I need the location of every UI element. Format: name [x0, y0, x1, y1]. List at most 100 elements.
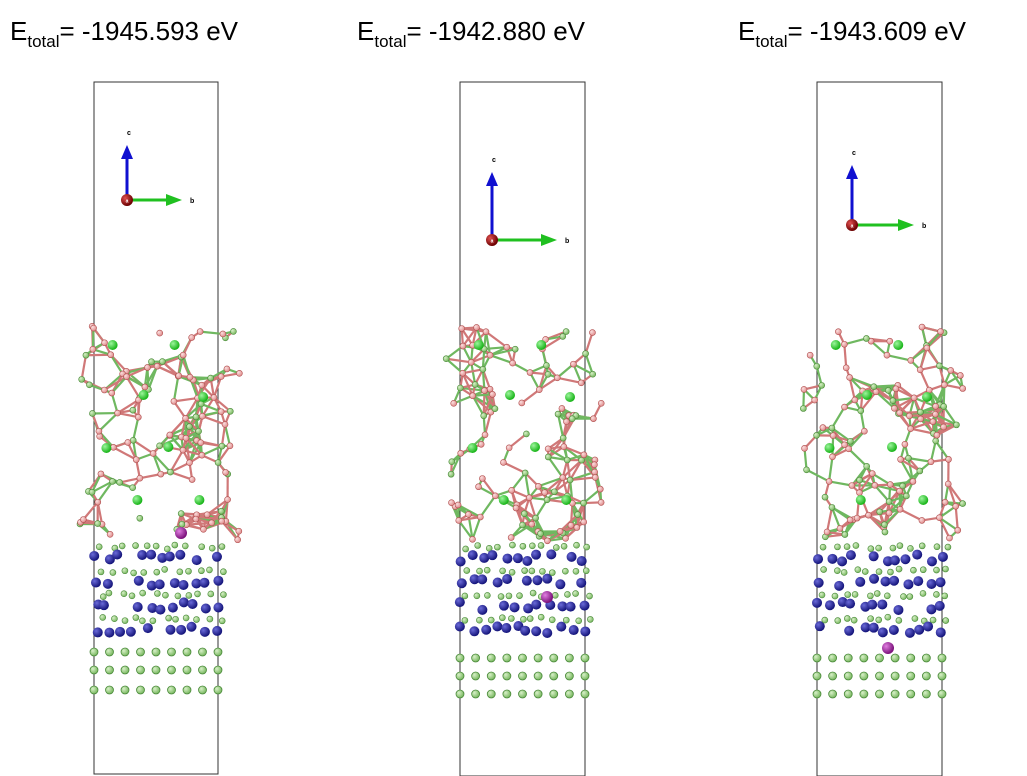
blue-atom [913, 576, 924, 587]
blue-atom [492, 621, 503, 632]
bond [182, 354, 192, 378]
green-atom [198, 567, 205, 575]
blue-atom [479, 552, 490, 563]
pink-atom [929, 418, 937, 425]
bond [582, 488, 602, 504]
blue-atom [889, 555, 900, 566]
pink-atom [454, 501, 462, 509]
pink-atom [836, 525, 844, 532]
bond [942, 405, 958, 426]
pink-atom [448, 499, 455, 507]
pink-atom [188, 334, 195, 341]
green-atom [867, 545, 875, 553]
blue-atom [542, 628, 553, 639]
blue-atom [844, 625, 855, 636]
green-atom [111, 615, 118, 622]
pink-atom [107, 351, 115, 359]
pink-atom [95, 427, 103, 435]
green-atom [852, 542, 860, 549]
substrate-atom [89, 647, 99, 657]
axis-b-head [166, 194, 182, 206]
substrate-atom [533, 671, 543, 681]
bond [900, 458, 921, 472]
bond [213, 396, 232, 413]
blue-atom [912, 549, 923, 560]
blue-atom [142, 623, 153, 634]
blue-atom [834, 580, 845, 591]
energy-subscript: total [755, 32, 787, 51]
green-atom [578, 456, 585, 464]
substrate-atom [120, 685, 130, 695]
green-atom [821, 616, 829, 624]
bond [91, 480, 113, 494]
green-atom [562, 328, 570, 335]
blue-atom [900, 554, 911, 565]
bond [489, 354, 514, 365]
pink-atom [941, 381, 948, 389]
pink-atom [800, 386, 808, 393]
green-atom [573, 541, 580, 549]
green-atom [551, 592, 559, 599]
bond [460, 327, 474, 346]
pink-atom [553, 374, 561, 382]
bond [562, 421, 568, 447]
blue-atom [176, 624, 187, 635]
pink-atom [182, 434, 190, 442]
substrate-atom [890, 689, 900, 699]
substrate-atom [533, 653, 543, 663]
pink-atom [217, 408, 225, 415]
big-green-atom [918, 495, 929, 505]
blue-atom [855, 576, 866, 587]
green-atom [491, 405, 499, 412]
substrate-atom [828, 671, 838, 681]
bond [563, 445, 585, 456]
green-atom [918, 542, 926, 550]
bond [859, 410, 866, 432]
big-green-atom [194, 495, 205, 505]
green-atom [575, 617, 583, 625]
bond [169, 417, 187, 436]
bond [510, 472, 527, 492]
substrate-atom [167, 685, 176, 695]
axis-label: c [492, 157, 496, 164]
blue-atom [454, 621, 465, 632]
bond [508, 433, 528, 449]
green-atom [566, 476, 574, 484]
green-atom [86, 381, 93, 389]
pink-atom [518, 399, 526, 407]
pink-atom [469, 535, 476, 543]
green-atom [560, 543, 568, 550]
pink-atom [197, 439, 205, 447]
blue-atom [90, 577, 101, 588]
pink-atom [886, 337, 894, 345]
green-atom [476, 567, 483, 575]
blue-atom [926, 579, 937, 590]
pink-atom [868, 470, 876, 477]
bond [843, 344, 848, 368]
green-atom [198, 543, 206, 551]
blue-atom [200, 603, 211, 614]
pink-atom [892, 385, 900, 393]
pink-atom [589, 329, 596, 336]
pink-atom [556, 528, 564, 535]
pink-atom [500, 459, 507, 466]
pink-atom [853, 514, 861, 522]
bond [534, 499, 548, 519]
blue-atom [889, 575, 900, 586]
bond [200, 330, 223, 336]
big-green-atom [922, 392, 932, 402]
green-atom [583, 543, 590, 551]
substrate-atom [105, 647, 114, 657]
bond [541, 348, 550, 375]
green-atom [554, 410, 562, 418]
blue-atom [92, 627, 103, 638]
blue-atom [169, 578, 180, 589]
green-atom [143, 542, 151, 550]
substrate-atom [937, 671, 947, 681]
green-atom [447, 470, 455, 478]
green-atom [182, 614, 190, 622]
pink-atom [936, 514, 943, 521]
bond [899, 458, 914, 483]
green-atom [841, 531, 849, 538]
bond [806, 468, 830, 483]
